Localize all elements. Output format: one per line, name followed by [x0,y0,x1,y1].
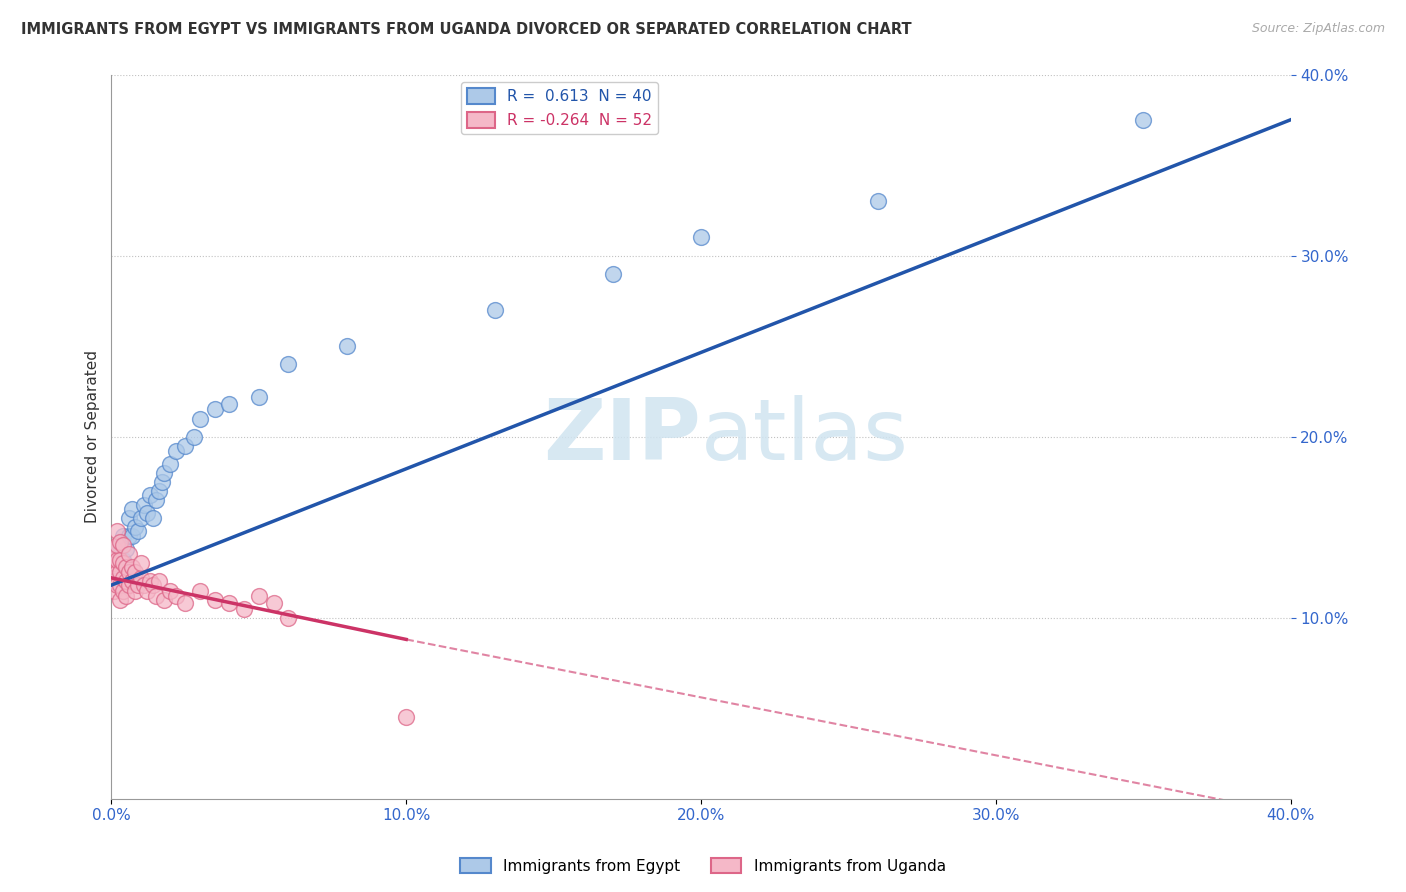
Point [115,560,138,574]
Text: ZIP: ZIP [543,395,702,478]
Point [118,547,141,561]
Point [277,357,299,371]
Point [105,566,128,580]
Point [110,592,132,607]
Point [159,583,181,598]
Point [127,524,149,538]
Point [395,710,418,724]
Point [118,566,141,580]
Point [188,583,211,598]
Text: atlas: atlas [702,395,910,478]
Point [135,506,157,520]
Point [115,578,138,592]
Point [124,520,146,534]
Point [129,557,152,571]
Point [112,571,135,585]
Point [100,566,122,580]
Point [148,483,170,498]
Point [159,457,181,471]
Point [105,547,128,561]
Point [118,529,141,543]
Point [103,557,125,571]
Point [105,578,128,592]
Point [115,589,138,603]
Point [866,194,889,209]
Point [112,557,135,571]
Point [142,511,165,525]
Point [112,553,135,567]
Point [204,402,226,417]
Legend: Immigrants from Egypt, Immigrants from Uganda: Immigrants from Egypt, Immigrants from U… [454,852,952,880]
Point [218,397,240,411]
Point [110,553,132,567]
Point [336,339,359,353]
Point [218,596,240,610]
Point [121,529,143,543]
Text: Source: ZipAtlas.com: Source: ZipAtlas.com [1251,22,1385,36]
Point [121,560,143,574]
Point [115,574,138,589]
Point [121,574,143,589]
Legend: R =  0.613  N = 40, R = -0.264  N = 52: R = 0.613 N = 40, R = -0.264 N = 52 [461,82,658,134]
Point [129,571,152,585]
Point [103,583,125,598]
Point [165,589,187,603]
Point [118,578,141,592]
Point [105,524,128,538]
Point [602,267,624,281]
Point [124,583,146,598]
Point [165,444,187,458]
Point [103,574,125,589]
Point [277,610,299,624]
Point [105,566,128,580]
Point [138,574,160,589]
Point [174,596,197,610]
Point [105,538,128,552]
Point [247,390,270,404]
Point [145,589,167,603]
Point [103,557,125,571]
Point [148,574,170,589]
Point [263,596,285,610]
Point [484,302,506,317]
Point [103,541,125,556]
Point [100,560,122,574]
Point [110,578,132,592]
Text: IMMIGRANTS FROM EGYPT VS IMMIGRANTS FROM UGANDA DIVORCED OR SEPARATED CORRELATIO: IMMIGRANTS FROM EGYPT VS IMMIGRANTS FROM… [21,22,911,37]
Point [124,566,146,580]
Point [142,578,165,592]
Point [233,601,256,615]
Point [153,466,176,480]
Point [204,592,226,607]
Point [174,439,197,453]
Point [112,583,135,598]
Point [690,230,713,244]
Point [115,541,138,556]
Point [110,538,132,552]
Point [129,511,152,525]
Point [110,560,132,574]
Point [135,583,157,598]
Point [103,574,125,589]
Point [112,529,135,543]
Point [118,511,141,525]
Point [183,430,205,444]
Point [145,493,167,508]
Point [110,566,132,580]
Point [105,553,128,567]
Point [112,538,135,552]
Point [153,592,176,607]
Point [121,502,143,516]
Point [127,578,149,592]
Point [247,589,270,603]
Point [138,487,160,501]
Point [1132,112,1154,127]
Point [132,499,155,513]
Point [150,475,173,489]
Point [188,411,211,425]
Point [110,534,132,549]
Y-axis label: Divorced or Separated: Divorced or Separated [86,351,100,523]
Point [132,578,155,592]
Point [100,553,122,567]
